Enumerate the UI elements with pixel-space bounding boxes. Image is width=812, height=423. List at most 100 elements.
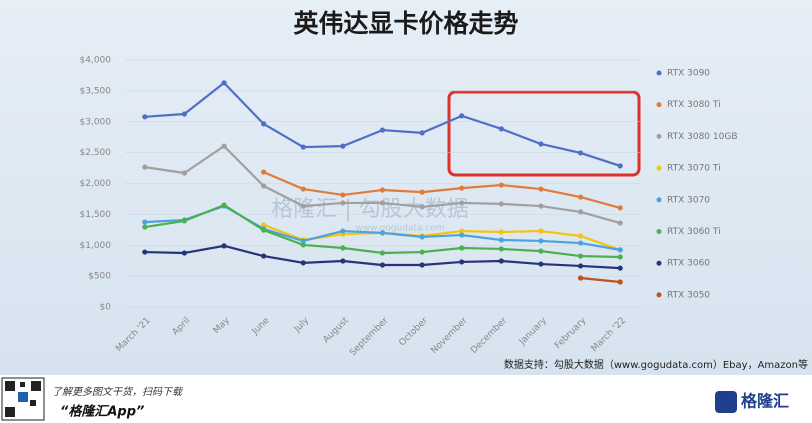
data-point xyxy=(261,121,267,127)
y-tick-label: $500 xyxy=(88,272,111,282)
data-point xyxy=(459,259,465,265)
legend-label: RTX 3050 xyxy=(667,290,710,300)
data-point xyxy=(379,262,386,268)
series-line xyxy=(580,276,621,284)
data-point xyxy=(577,209,584,215)
data-point xyxy=(300,242,306,248)
data-point xyxy=(538,186,544,192)
legend-marker xyxy=(656,133,662,139)
data-point xyxy=(498,246,504,252)
y-tick-label: $4,000 xyxy=(80,56,112,66)
data-point xyxy=(261,169,267,175)
data-point xyxy=(379,187,386,193)
data-point xyxy=(538,248,544,254)
data-point xyxy=(617,247,623,253)
data-point xyxy=(340,143,346,149)
background xyxy=(0,0,812,375)
data-point xyxy=(459,185,465,191)
data-point xyxy=(221,143,227,149)
data-point xyxy=(617,279,623,285)
watermark: 格隆汇 | 勾股大数据 xyxy=(271,197,468,222)
footer-text: 了解更多图文干货，扫码下载 xyxy=(52,386,184,398)
data-point xyxy=(221,243,227,249)
data-point xyxy=(577,275,584,281)
data-point xyxy=(142,249,148,255)
data-point xyxy=(577,233,584,239)
logo-icon xyxy=(715,391,737,413)
footer-app: “格隆汇App” xyxy=(60,404,144,420)
data-point xyxy=(340,192,346,198)
data-point xyxy=(300,186,306,192)
data-point xyxy=(261,222,267,228)
data-point xyxy=(498,229,504,235)
y-tick-label: $2,000 xyxy=(80,179,112,189)
data-point xyxy=(459,200,465,206)
highlight-box xyxy=(447,90,641,177)
watermark-url: www.gogudata.com xyxy=(355,224,444,234)
legend-label: RTX 3070 xyxy=(667,195,710,205)
data-point xyxy=(340,228,346,234)
legend-marker xyxy=(656,260,662,266)
data-point xyxy=(459,113,465,119)
data-point xyxy=(181,170,188,176)
data-point xyxy=(577,240,584,246)
data-point xyxy=(181,111,188,117)
data-point xyxy=(498,258,504,264)
data-point xyxy=(142,114,148,120)
data-point xyxy=(538,238,544,244)
legend-label: RTX 3080 10GB xyxy=(667,132,738,142)
data-point xyxy=(538,203,544,209)
legend-label: RTX 3070 Ti xyxy=(667,164,721,174)
data-point xyxy=(142,219,148,225)
data-point xyxy=(459,245,465,251)
data-point xyxy=(538,141,544,147)
data-point xyxy=(419,262,425,268)
y-tick-label: $1,500 xyxy=(80,210,112,220)
y-tick-label: $2,500 xyxy=(80,148,112,158)
legend-label: RTX 3080 Ti xyxy=(667,100,721,110)
data-point xyxy=(419,130,425,136)
data-point xyxy=(538,228,544,234)
source: 数据支持：勾股大数据（www.gogudata.com）Ebay，Amazon等 xyxy=(504,358,808,371)
chart-title: 英伟达显卡价格走势 xyxy=(293,9,518,38)
data-point xyxy=(300,203,306,209)
data-point xyxy=(617,205,623,211)
data-point xyxy=(379,127,386,133)
data-point xyxy=(379,230,386,236)
data-point xyxy=(459,232,465,238)
data-point xyxy=(617,163,623,169)
data-point xyxy=(181,250,188,256)
data-point xyxy=(459,228,465,234)
y-tick-label: $0 xyxy=(100,303,112,313)
legend-marker xyxy=(656,165,662,171)
data-point xyxy=(419,189,425,195)
qr-code xyxy=(1,377,45,421)
data-point xyxy=(577,194,584,200)
data-point xyxy=(419,204,425,210)
data-point xyxy=(577,253,584,259)
y-tick-label: $3,000 xyxy=(80,117,112,127)
footer-background xyxy=(0,375,812,423)
data-point xyxy=(617,265,623,271)
data-point xyxy=(340,200,346,206)
legend-label: RTX 3090 xyxy=(667,69,710,79)
data-point xyxy=(498,126,504,132)
data-point xyxy=(379,250,386,256)
data-point xyxy=(142,164,148,170)
legend-label: RTX 3060 xyxy=(667,259,710,269)
data-point xyxy=(261,227,267,233)
data-point xyxy=(419,249,425,255)
data-point xyxy=(340,245,346,251)
data-point xyxy=(617,220,623,226)
data-point xyxy=(300,238,306,244)
data-point xyxy=(181,218,188,224)
data-point xyxy=(261,183,267,189)
legend-marker xyxy=(656,70,662,76)
legend-marker xyxy=(656,197,662,203)
data-point xyxy=(261,253,267,259)
legend-marker xyxy=(656,292,662,298)
data-point xyxy=(498,182,504,188)
data-point xyxy=(498,201,504,207)
legend-label: RTX 3060 Ti xyxy=(667,227,721,237)
